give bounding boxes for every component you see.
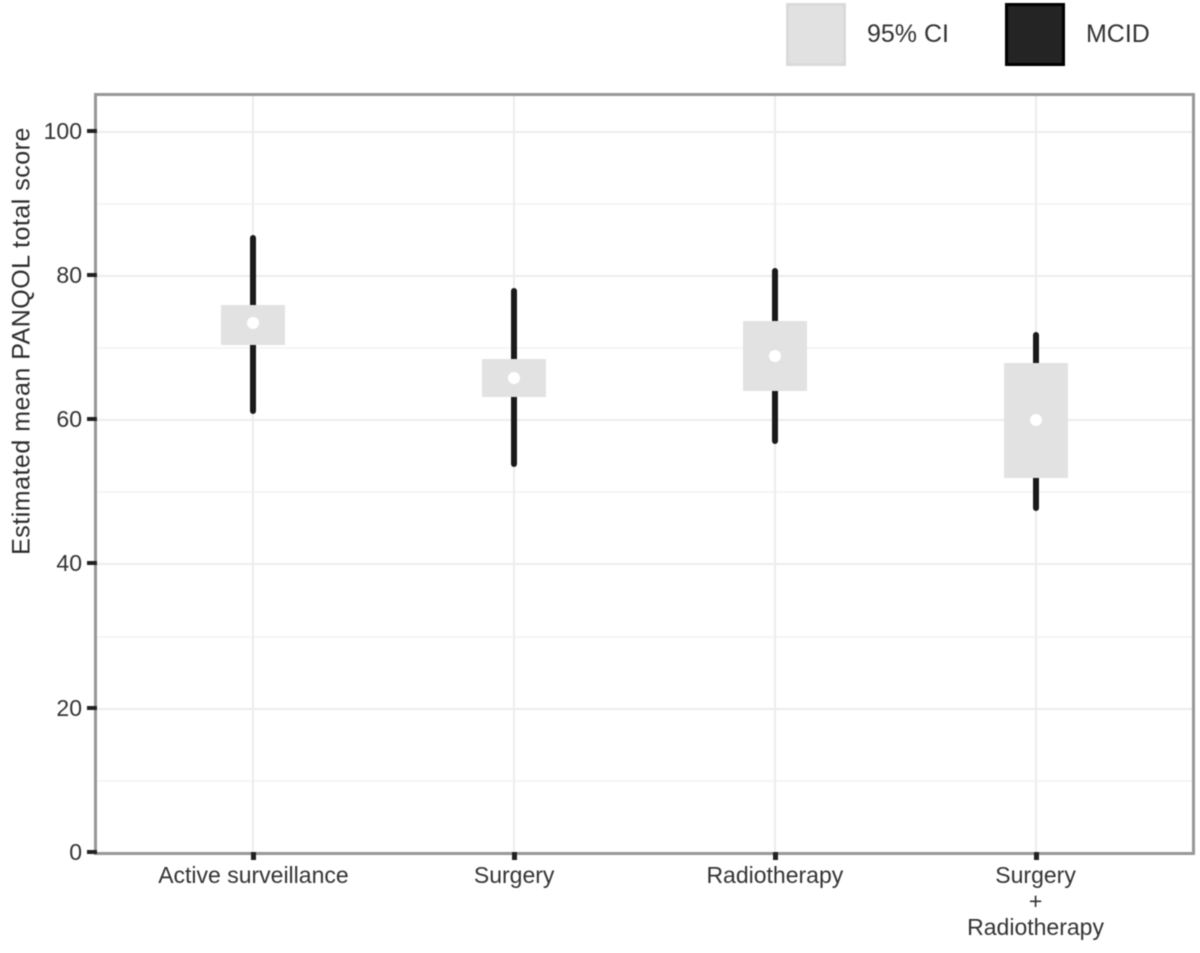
y-axis-title: Estimated mean PANQOL total score (7, 127, 36, 555)
gridline-horizontal-major (97, 563, 1192, 566)
y-axis-tick-label: 100 (43, 117, 82, 144)
x-axis-tick-label: Surgery (384, 862, 644, 888)
x-axis-tick-label-line: Active surveillance (158, 862, 349, 888)
mean-point (247, 317, 260, 330)
x-axis-tick (251, 852, 257, 860)
x-axis-tick-label-line: + (1028, 888, 1043, 914)
gridline-horizontal-minor (97, 779, 1192, 782)
gridline-horizontal-minor (97, 202, 1192, 205)
x-axis-tick (772, 852, 778, 860)
gridline-horizontal-major (97, 707, 1192, 710)
mean-point (508, 372, 521, 385)
x-axis-tick-label: Radiotherapy (645, 862, 905, 888)
gridline-vertical (252, 96, 255, 852)
x-axis-tick-label-line: Surgery (995, 862, 1076, 888)
y-axis-tick (87, 272, 97, 277)
y-axis-tick-label: 0 (69, 839, 82, 865)
gridline-vertical (773, 96, 776, 852)
y-axis-tick (87, 417, 97, 422)
x-axis-tick (1033, 852, 1039, 860)
plot-panel (94, 93, 1195, 855)
y-axis-tick-label: 80 (56, 261, 82, 288)
gridline-horizontal-major (97, 130, 1192, 133)
gridline-vertical (513, 96, 516, 852)
chart-legend: 95% CI MCID (786, 3, 1150, 66)
x-axis-tick-label: Surgery + Radiotherapy (906, 862, 1166, 940)
y-axis-tick (87, 561, 97, 566)
legend-label-ci: 95% CI (867, 20, 949, 48)
legend-swatch-mcid (1004, 3, 1065, 66)
legend-item-mcid: MCID (1004, 3, 1150, 66)
mean-point (768, 350, 781, 363)
mean-point (1029, 413, 1042, 426)
gridline-horizontal-minor (97, 491, 1192, 494)
legend-label-mcid: MCID (1085, 20, 1150, 48)
gridline-horizontal-minor (97, 635, 1192, 638)
legend-swatch-ci (786, 3, 846, 66)
y-axis-tick-label: 20 (56, 694, 82, 721)
y-axis-tick (87, 705, 97, 710)
x-axis-tick-label-line: Radiotherapy (967, 914, 1104, 940)
gridline-horizontal-minor (97, 347, 1192, 350)
x-axis-tick-label-line: Radiotherapy (706, 862, 844, 888)
gridline-horizontal-major (97, 419, 1192, 422)
x-axis-tick-label-line: Surgery (473, 862, 555, 888)
y-axis-tick-label: 40 (56, 550, 82, 577)
x-axis-tick-label: Active surveillance (123, 862, 383, 888)
y-axis-tick (87, 850, 97, 854)
x-axis-tick (512, 852, 518, 860)
gridline-horizontal-major (97, 274, 1192, 277)
y-axis-tick (87, 128, 97, 133)
y-axis-tick-label: 60 (56, 406, 82, 433)
legend-item-ci: 95% CI (786, 3, 949, 66)
